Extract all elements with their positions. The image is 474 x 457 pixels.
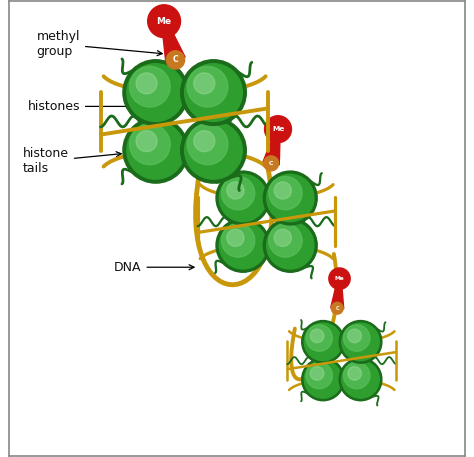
Circle shape xyxy=(266,222,314,269)
Circle shape xyxy=(339,358,382,401)
Polygon shape xyxy=(331,278,344,309)
Circle shape xyxy=(166,51,184,69)
Circle shape xyxy=(123,60,189,125)
Text: histones: histones xyxy=(27,100,142,113)
Text: histone
tails: histone tails xyxy=(23,147,121,175)
Circle shape xyxy=(187,66,228,107)
Circle shape xyxy=(216,218,270,272)
Circle shape xyxy=(348,329,361,343)
Circle shape xyxy=(129,66,170,107)
Circle shape xyxy=(148,5,181,37)
Circle shape xyxy=(136,73,157,94)
Circle shape xyxy=(310,329,324,343)
Circle shape xyxy=(129,124,170,165)
Circle shape xyxy=(342,361,379,398)
Circle shape xyxy=(194,73,215,94)
Text: Me: Me xyxy=(156,17,172,26)
Text: DNA: DNA xyxy=(114,261,194,274)
Circle shape xyxy=(216,171,270,225)
Circle shape xyxy=(306,325,332,351)
Text: methyl
group: methyl group xyxy=(36,30,162,58)
Circle shape xyxy=(181,60,246,125)
Circle shape xyxy=(331,303,343,314)
Circle shape xyxy=(184,64,242,122)
Circle shape xyxy=(302,358,344,401)
Circle shape xyxy=(219,174,266,222)
Circle shape xyxy=(136,131,157,152)
Circle shape xyxy=(304,361,342,398)
Text: Me: Me xyxy=(272,126,284,132)
Circle shape xyxy=(264,171,317,225)
Circle shape xyxy=(302,320,344,363)
Circle shape xyxy=(123,117,189,183)
Circle shape xyxy=(127,64,184,122)
Circle shape xyxy=(342,323,379,361)
Circle shape xyxy=(269,176,302,210)
Circle shape xyxy=(227,182,244,199)
Text: Me: Me xyxy=(335,276,345,281)
Circle shape xyxy=(187,124,228,165)
Circle shape xyxy=(221,224,255,257)
Circle shape xyxy=(344,362,370,389)
Circle shape xyxy=(329,268,350,289)
Text: C: C xyxy=(269,161,273,166)
Circle shape xyxy=(194,131,215,152)
Circle shape xyxy=(348,367,361,380)
Polygon shape xyxy=(263,129,280,165)
Circle shape xyxy=(221,176,255,210)
Circle shape xyxy=(344,325,370,351)
Circle shape xyxy=(310,367,324,380)
Circle shape xyxy=(264,116,292,143)
Circle shape xyxy=(266,174,314,222)
Circle shape xyxy=(274,182,292,199)
Circle shape xyxy=(304,323,342,361)
Circle shape xyxy=(264,156,279,171)
Circle shape xyxy=(227,229,244,246)
Circle shape xyxy=(184,122,242,179)
Circle shape xyxy=(181,117,246,183)
Circle shape xyxy=(269,224,302,257)
Circle shape xyxy=(219,222,266,269)
Circle shape xyxy=(127,122,184,179)
Polygon shape xyxy=(162,21,185,63)
Text: C: C xyxy=(173,55,178,64)
Circle shape xyxy=(274,229,292,246)
Circle shape xyxy=(306,362,332,389)
Circle shape xyxy=(339,320,382,363)
Circle shape xyxy=(264,218,317,272)
Text: C: C xyxy=(336,306,339,311)
